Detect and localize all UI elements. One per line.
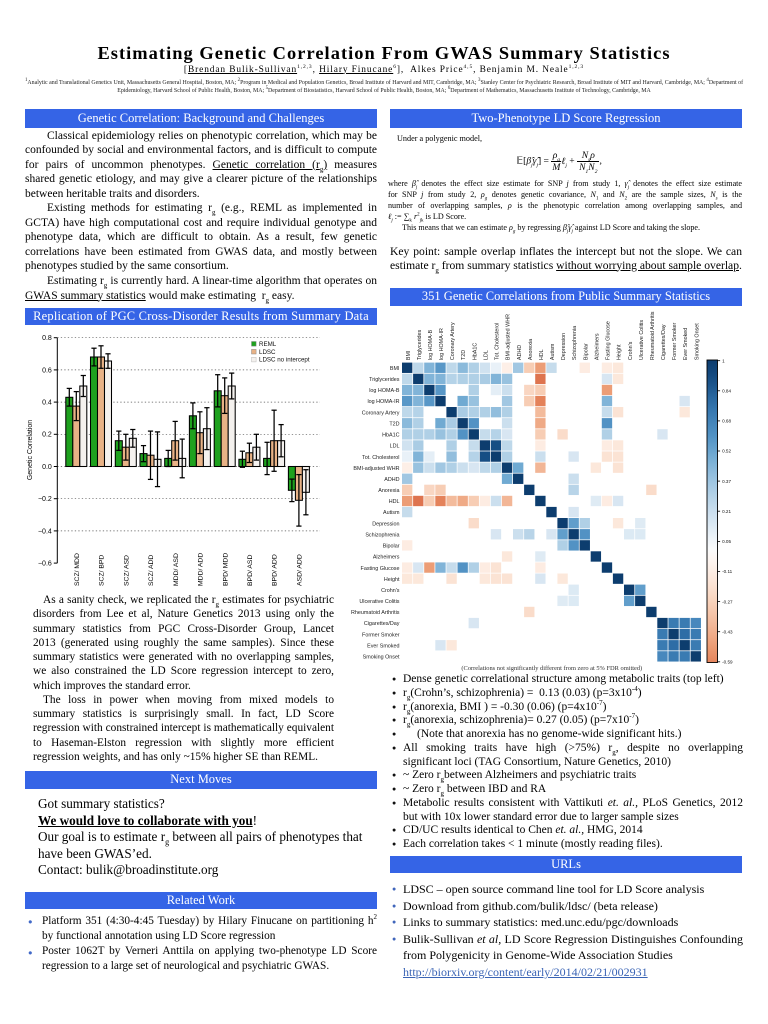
svg-text:Bipolar: Bipolar — [583, 343, 589, 360]
svg-text:−0.2: −0.2 — [38, 496, 52, 503]
svg-text:HbA1C: HbA1C — [472, 343, 478, 360]
svg-text:Crohn's: Crohn's — [381, 588, 400, 594]
svg-text:0.52: 0.52 — [722, 449, 731, 454]
svg-text:MDD/ ASD: MDD/ ASD — [173, 553, 180, 586]
svg-text:Fasting Glucose: Fasting Glucose — [361, 566, 400, 572]
svg-text:0.8: 0.8 — [42, 335, 52, 342]
svg-text:Ever Smoked: Ever Smoked — [683, 328, 689, 360]
svg-text:(Correlations not significantl: (Correlations not significantly differen… — [461, 665, 642, 672]
svg-text:Autism: Autism — [550, 343, 556, 360]
svg-text:Coronary Artery: Coronary Artery — [362, 410, 400, 416]
svg-text:1: 1 — [722, 358, 725, 363]
svg-text:Tot. Cholesterol: Tot. Cholesterol — [362, 455, 399, 461]
svg-text:Rheumatoid Arthritis: Rheumatoid Arthritis — [650, 311, 656, 360]
svg-text:log HOMA-IR: log HOMA-IR — [439, 328, 445, 360]
svg-text:Former Smoker: Former Smoker — [672, 322, 678, 360]
svg-text:LDSC no intercept: LDSC no intercept — [259, 357, 310, 364]
svg-text:-0.27: -0.27 — [722, 599, 733, 604]
svg-text:SCZ/ BPD: SCZ/ BPD — [99, 555, 106, 586]
svg-text:Former Smoker: Former Smoker — [362, 632, 400, 638]
svg-text:T2D: T2D — [389, 421, 399, 427]
svg-text:Triglycerides: Triglycerides — [417, 329, 423, 360]
svg-text:SCZ/ MDD: SCZ/ MDD — [74, 553, 81, 586]
svg-text:Anorexia: Anorexia — [378, 488, 399, 494]
svg-text:−0.4: −0.4 — [38, 528, 52, 535]
svg-text:Ulcerative Colitis: Ulcerative Colitis — [639, 320, 645, 360]
svg-text:Autism: Autism — [383, 510, 400, 516]
svg-text:Crohn's: Crohn's — [628, 341, 634, 360]
svg-text:Schizophrenia: Schizophrenia — [572, 326, 578, 360]
svg-text:log HOMA-IR: log HOMA-IR — [367, 399, 399, 405]
svg-text:ASD/ ADD: ASD/ ADD — [297, 554, 304, 586]
svg-text:Ulcerative Colitis: Ulcerative Colitis — [359, 599, 399, 605]
svg-text:BMI-adjusted WHR: BMI-adjusted WHR — [353, 466, 399, 472]
svg-text:Triglycerides: Triglycerides — [369, 377, 400, 383]
svg-text:Height: Height — [384, 577, 400, 583]
svg-text:LDL: LDL — [390, 444, 400, 450]
svg-text:HbA1C: HbA1C — [382, 433, 399, 439]
svg-text:Smoking Onset: Smoking Onset — [694, 323, 700, 360]
svg-text:-0.43: -0.43 — [722, 629, 733, 634]
svg-text:BPD/ ASD: BPD/ ASD — [247, 555, 254, 586]
svg-text:0.21: 0.21 — [722, 509, 731, 514]
svg-text:Cigarettes/Day: Cigarettes/Day — [364, 621, 400, 627]
svg-text:Cigarettes/Day: Cigarettes/Day — [661, 324, 667, 360]
svg-text:BPD/ MDD: BPD/ MDD — [222, 553, 229, 586]
svg-text:LDL: LDL — [484, 350, 490, 360]
svg-text:0.37: 0.37 — [722, 479, 731, 484]
svg-text:Schizophrenia: Schizophrenia — [365, 533, 399, 539]
svg-text:SCZ/ ASD: SCZ/ ASD — [123, 555, 130, 586]
svg-text:T2D: T2D — [461, 350, 467, 360]
svg-text:0.84: 0.84 — [722, 389, 731, 394]
svg-text:0.68: 0.68 — [722, 419, 731, 424]
svg-text:ADHD: ADHD — [384, 477, 399, 483]
svg-text:−0.6: −0.6 — [38, 561, 52, 568]
svg-text:HDL: HDL — [539, 349, 545, 360]
svg-text:Height: Height — [617, 344, 623, 360]
svg-text:Bipolar: Bipolar — [383, 544, 400, 550]
svg-text:Alzheimers: Alzheimers — [373, 555, 400, 561]
svg-text:0.6: 0.6 — [42, 367, 52, 374]
svg-text:0.4: 0.4 — [42, 400, 52, 407]
svg-text:Coronary Artery: Coronary Artery — [450, 322, 456, 360]
svg-text:log HOMA-B: log HOMA-B — [428, 329, 434, 360]
svg-text:BPD/ ADD: BPD/ ADD — [272, 554, 279, 586]
svg-text:Rheumatoid Arthritis: Rheumatoid Arthritis — [351, 610, 400, 616]
svg-text:-0.59: -0.59 — [722, 660, 733, 665]
svg-text:Genetic Correlation: Genetic Correlation — [27, 420, 34, 480]
svg-text:REML: REML — [259, 341, 277, 348]
svg-text:Anorexia: Anorexia — [528, 339, 534, 360]
svg-text:BMI: BMI — [390, 366, 400, 372]
svg-text:BMI-adjusted WHR: BMI-adjusted WHR — [506, 314, 512, 360]
svg-text:0.05: 0.05 — [722, 539, 731, 544]
svg-text:-0.11: -0.11 — [722, 569, 733, 574]
svg-text:Alzheimers: Alzheimers — [594, 333, 600, 360]
svg-text:Tot. Cholesterol: Tot. Cholesterol — [495, 323, 501, 360]
svg-text:HDL: HDL — [389, 499, 400, 505]
svg-text:BMI: BMI — [406, 351, 412, 361]
svg-text:ADHD: ADHD — [517, 345, 523, 360]
svg-text:Depression: Depression — [561, 333, 567, 360]
svg-text:LDSC: LDSC — [259, 349, 276, 356]
svg-text:Ever Smoked: Ever Smoked — [367, 644, 399, 650]
svg-text:log HOMA-B: log HOMA-B — [369, 388, 400, 394]
svg-text:Fasting Glucose: Fasting Glucose — [606, 321, 612, 360]
svg-text:0.0: 0.0 — [42, 464, 52, 471]
svg-text:0.2: 0.2 — [42, 432, 52, 439]
svg-text:MDD/ ADD: MDD/ ADD — [198, 553, 205, 586]
svg-text:Smoking Onset: Smoking Onset — [363, 655, 400, 661]
svg-text:SCZ/ ADD: SCZ/ ADD — [148, 555, 155, 586]
svg-text:Depression: Depression — [372, 521, 399, 527]
